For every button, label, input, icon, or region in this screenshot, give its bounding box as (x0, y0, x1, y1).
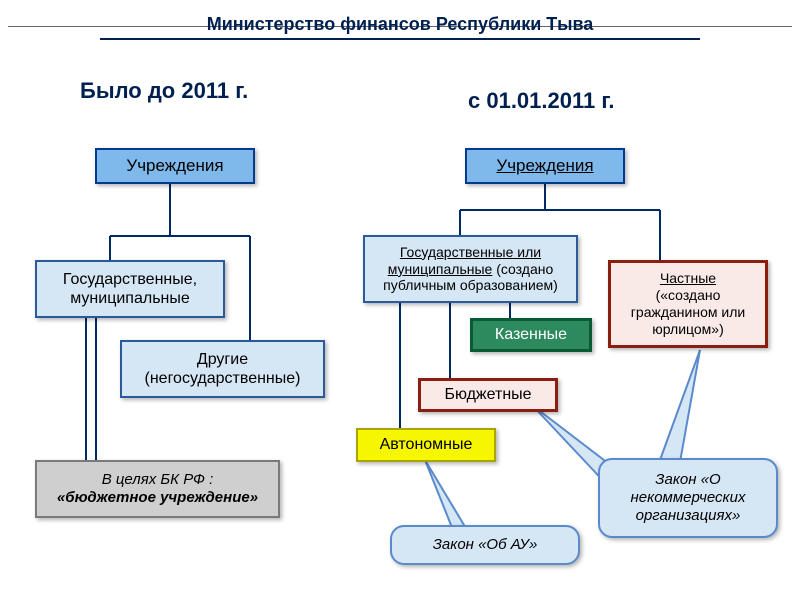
right-budget-box: Бюджетные (418, 378, 558, 412)
left-other-label: Другие (негосударственные) (145, 350, 301, 388)
nko-law-callout: Закон «О некоммерческих организациях» (598, 458, 778, 538)
right-treasury-box: Казенные (470, 318, 592, 352)
right-autonomous-box: Автономные (356, 428, 496, 462)
right-autonomous-label: Автономные (380, 435, 473, 454)
right-institutions-label: Учреждения (496, 156, 593, 176)
left-state-municipal-box: Государственные, муниципальные (35, 260, 225, 318)
left-institutions-label: Учреждения (126, 156, 223, 176)
right-state-text: Государственные или муниципальные (созда… (383, 244, 558, 294)
left-col-title: Было до 2011 г. (80, 78, 248, 104)
right-col-title: с 01.01.2011 г. (468, 88, 614, 114)
right-treasury-label: Казенные (495, 325, 567, 344)
header-title: Министерство финансов Республики Тыва (100, 14, 700, 40)
left-institutions-box: Учреждения (95, 148, 255, 184)
right-private-l2: («создано гражданином или юрлицом») (631, 287, 745, 337)
left-bk-box: В целях БК РФ : «бюджетное учреждение» (35, 460, 280, 518)
right-state-l2: муниципальные (388, 261, 493, 277)
right-institutions-box: Учреждения (465, 148, 625, 184)
right-private-l1: Частные (660, 270, 716, 287)
au-law-label: Закон «Об АУ» (433, 536, 538, 554)
left-bk-line2: «бюджетное учреждение» (57, 489, 258, 507)
left-bk-line1: В целях БК РФ : (102, 471, 214, 489)
au-law-callout: Закон «Об АУ» (390, 525, 580, 565)
page-header: Министерство финансов Республики Тыва (0, 14, 800, 40)
right-budget-label: Бюджетные (444, 385, 531, 404)
nko-law-label: Закон «О некоммерческих организациях» (631, 471, 746, 525)
right-private-box: Частные («создано гражданином или юрлицо… (608, 260, 768, 348)
right-state-box: Государственные или муниципальные (созда… (363, 235, 578, 303)
left-other-box: Другие (негосударственные) (120, 340, 325, 398)
right-state-l1: Государственные или (400, 244, 541, 260)
left-state-municipal-label: Государственные, муниципальные (63, 270, 197, 308)
